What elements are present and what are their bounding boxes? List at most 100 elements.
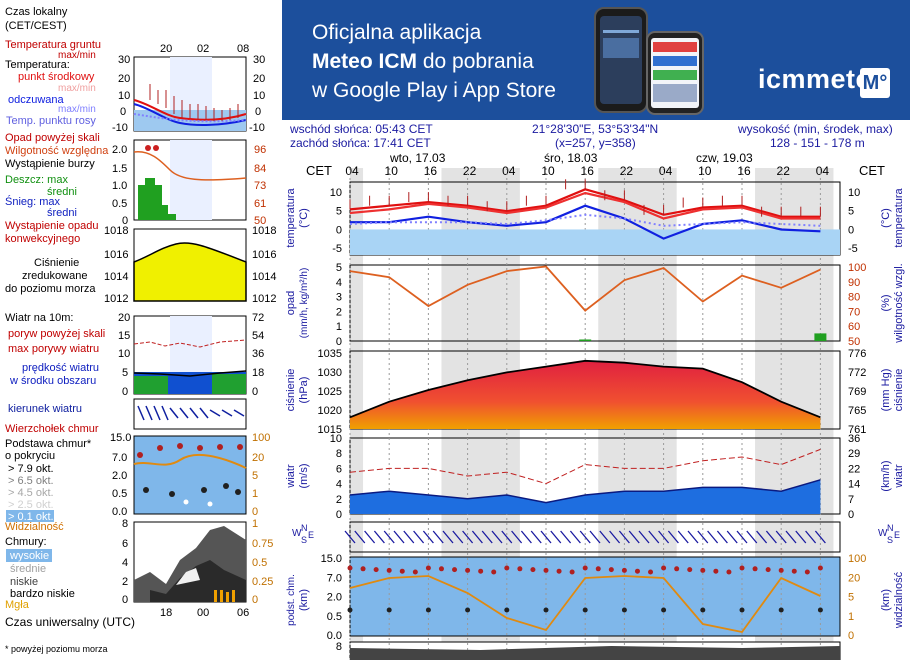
day-label-tue: wto, 17.03 (389, 151, 446, 165)
hour-label: 16 (737, 164, 751, 178)
wind-arrow (805, 530, 817, 544)
app-banner[interactable]: Oficjalna aplikacja Meteo ICM do pobrani… (282, 0, 910, 120)
svg-text:E: E (894, 530, 900, 540)
legend-okt1: > 7.9 okt. (8, 463, 54, 475)
hour-labels: 04 10 16 22 04 10 16 22 04 10 16 22 04 (345, 164, 829, 178)
legend-max-min-2: max/min (58, 104, 96, 115)
tick-label: 4 (336, 479, 342, 491)
pressure-axis-unit-right: (mm Hg) (880, 369, 892, 412)
cloud-top-dot (504, 565, 510, 571)
wind-arrow (501, 530, 513, 544)
legend-cloud-tick-0: 0 (122, 594, 128, 606)
tick-label: 6 (336, 463, 342, 475)
wind-arrow (785, 530, 797, 544)
legend-mid: średnie (10, 563, 46, 575)
tick-label: 10 (330, 433, 342, 445)
tick-label: 1 (336, 321, 342, 333)
hour-label: 04 (345, 164, 359, 178)
precip-axis-label: opad (285, 291, 297, 315)
below-zero-band (350, 229, 840, 255)
tick-label: 1030 (318, 367, 342, 379)
banner-text: Oficjalna aplikacja Meteo ICM do pobrani… (312, 18, 556, 105)
legend-low: niskie (10, 576, 38, 588)
cloud-base-dot (465, 607, 471, 613)
banner-line3: w Google Play i App Store (312, 79, 556, 102)
tick-label: 10 (848, 187, 860, 199)
tick-label: 50 (848, 336, 860, 348)
cloud-top-dot (386, 567, 392, 573)
cloud-base-dot (347, 607, 353, 613)
tick-label: 1025 (318, 386, 342, 398)
legend-wind-panel: 20 15 10 5 0 72 54 36 18 0 (118, 312, 264, 398)
wind-arrow (716, 530, 728, 544)
hour-label: 10 (541, 164, 555, 178)
tick-label: 0 (848, 224, 854, 236)
hour-label: 10 (698, 164, 712, 178)
cloud-top-dot (347, 565, 353, 571)
wind-arrow (511, 530, 523, 544)
legend-snow-max: Śnieg: max (5, 195, 61, 208)
legend-temp-tick-r20: 20 (253, 73, 265, 85)
tick-label: 7 (848, 494, 854, 506)
tick-label: 3 (336, 292, 342, 304)
cloud-top-dot (425, 565, 431, 571)
humidity-axis-unit: (%) (880, 294, 892, 311)
cloud-top-dot (582, 565, 588, 571)
legend-top-tick-20: 20 (160, 43, 172, 55)
legend-pressure-3: do poziomu morza (5, 283, 96, 295)
legend-hum-tick-73: 73 (254, 180, 266, 192)
legend-clouds-panel: 8 6 4 2 0 1 0.75 0.5 0.25 0 (122, 518, 273, 606)
cloud-top-dot (438, 566, 444, 572)
meteogram: CET CET wto, 17.03 śro, 18.03 czw, 19.03… (285, 151, 905, 660)
legend-hum-tick-50: 50 (254, 215, 266, 227)
wind-arrow (648, 530, 660, 544)
legend-precip-panel: 2.0 1.5 1.0 0.5 0 96 84 73 61 50 (112, 139, 266, 227)
banner-line2: Meteo ICM do pobrania (312, 50, 534, 73)
legend-rain-above: Opad powyżej skali (5, 132, 100, 144)
wind-arrow (354, 530, 366, 544)
legend-local-time: Czas lokalny (5, 6, 68, 18)
wind-arrow (569, 530, 581, 544)
wind-arrow (638, 530, 650, 544)
cloud-top-dot (674, 566, 680, 572)
wind-arrow (530, 530, 542, 544)
wind-arrow (550, 530, 562, 544)
wind-arrow (667, 530, 679, 544)
wind-line (349, 479, 821, 504)
legend-very-low: bardzo niskie (10, 588, 75, 600)
wind-arrow (609, 530, 621, 544)
cloud-base-dot (817, 607, 823, 613)
cloud-base-dot (700, 607, 706, 613)
svg-text:W: W (292, 528, 302, 539)
legend-temp-tick-0: 0 (120, 106, 126, 118)
legend-clouds: Chmury: (5, 536, 47, 548)
hour-label: 16 (581, 164, 595, 178)
legend-local-time-zone: (CET/CEST) (5, 20, 67, 32)
tick-label: 1020 (318, 405, 342, 417)
banner-line1: Oficjalna aplikacja (312, 21, 482, 44)
temp-series-2 (350, 204, 821, 240)
cloud-top-dot (634, 568, 640, 574)
legend-high-bg (6, 549, 52, 562)
legend-pressure-panel: 1018 1016 1014 1012 1018 1016 1014 1012 (104, 225, 276, 305)
cloud-top-dot (399, 568, 405, 574)
wind-axis-unit-right: (km/h) (880, 460, 892, 491)
legend-vis-tick-1: 1 (252, 488, 258, 500)
tick-label: 1015 (318, 424, 342, 436)
legend-cloud-tick-8: 8 (122, 518, 128, 530)
cloud-top-dot (765, 567, 771, 573)
wind-arrow (775, 530, 787, 544)
svg-text:E: E (308, 530, 314, 540)
legend-base-tick-2: 2.0 (112, 470, 127, 482)
wind-arrow (697, 530, 709, 544)
legend-temp-tick-r10: 10 (253, 90, 265, 102)
humidity-line (349, 265, 821, 312)
wind-arrow (520, 530, 532, 544)
phones-image (594, 7, 704, 115)
legend-temp-panel: 30 20 10 0 -10 30 20 10 0 -10 (112, 54, 265, 134)
cet-label-left: CET (306, 163, 332, 178)
tick-label: 5 (336, 262, 342, 274)
hour-label: 22 (777, 164, 791, 178)
wind-arrow (432, 530, 444, 544)
hour-label: 04 (502, 164, 516, 178)
